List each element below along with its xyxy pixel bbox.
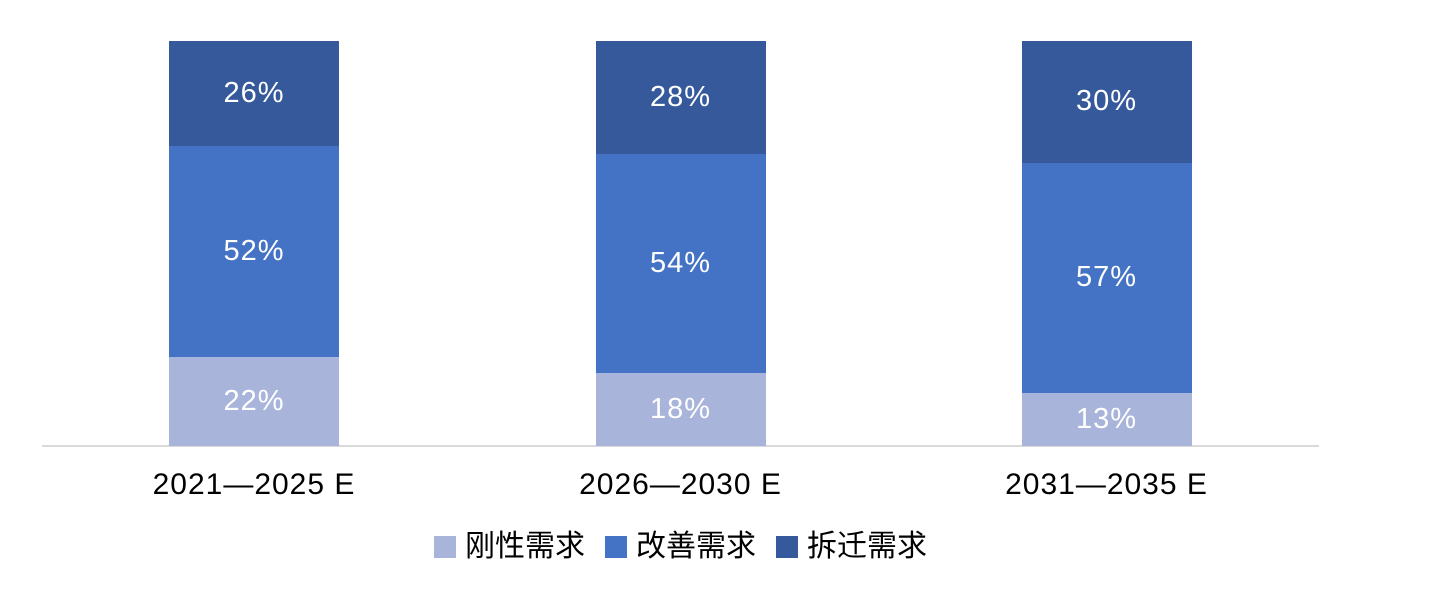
legend-label: 改善需求 xyxy=(636,530,756,563)
x-axis-line xyxy=(42,445,1319,447)
legend-swatch-icon xyxy=(605,536,627,558)
legend-swatch-icon xyxy=(434,536,456,558)
legend-label: 刚性需求 xyxy=(465,530,585,563)
segment-value-label: 57% xyxy=(1075,261,1138,294)
segment-value-label: 30% xyxy=(1075,85,1138,118)
segment-value-label: 28% xyxy=(649,81,712,114)
x-axis-label: 2026—2030 E xyxy=(579,468,782,501)
bar-2: 13% 57% 30% xyxy=(1021,41,1192,446)
segment-value-label: 18% xyxy=(649,393,712,426)
bar-segment: 26% xyxy=(169,41,339,147)
segment-value-label: 26% xyxy=(223,77,285,110)
legend-item: 拆迁需求 xyxy=(776,532,927,562)
bar-1: 18% 54% 28% xyxy=(595,41,766,446)
bar-segment: 28% xyxy=(595,41,766,155)
legend-swatch-icon xyxy=(776,536,798,558)
bar-0: 22% 52% 26% xyxy=(169,41,339,446)
legend: 刚性需求 改善需求 拆迁需求 xyxy=(42,532,1319,562)
segment-value-label: 13% xyxy=(1075,403,1138,436)
x-axis-label: 2031—2035 E xyxy=(1005,468,1208,501)
legend-item: 改善需求 xyxy=(605,532,756,562)
bar-segment: 57% xyxy=(1021,162,1192,394)
x-axis-label: 2021—2025 E xyxy=(152,468,356,501)
bar-segment: 22% xyxy=(169,356,339,446)
bar-segment: 18% xyxy=(595,373,766,446)
segment-value-label: 52% xyxy=(223,235,285,268)
legend-item: 刚性需求 xyxy=(434,532,585,562)
legend-label: 拆迁需求 xyxy=(807,530,927,563)
bar-segment: 52% xyxy=(169,146,339,357)
bar-segment: 13% xyxy=(1021,393,1192,446)
segment-value-label: 22% xyxy=(223,384,285,417)
bar-segment: 30% xyxy=(1021,41,1192,163)
bar-segment: 54% xyxy=(595,154,766,374)
segment-value-label: 54% xyxy=(649,247,712,280)
